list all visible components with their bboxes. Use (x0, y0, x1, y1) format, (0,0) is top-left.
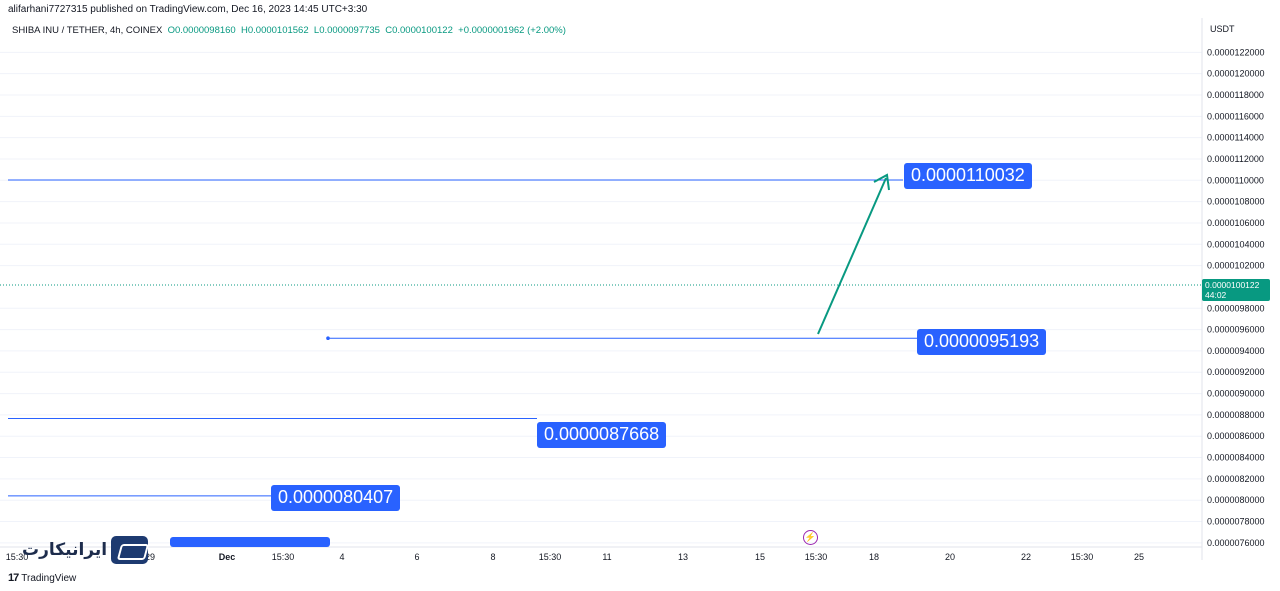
y-axis: 0.0000122000 0.0000120000 0.0000118000 0.00… (1207, 47, 1265, 548)
brand-name: TradingView (21, 572, 77, 584)
chart-grid (0, 51, 1202, 544)
last-price-value: 0.0000100122 (1205, 280, 1260, 290)
y-tick-label: 0.0000104000 (1207, 239, 1265, 249)
x-tick-label: 6 (414, 552, 419, 562)
watermark-text: ایرانیکارت (22, 540, 108, 560)
y-tick-label: 0.0000118000 (1207, 90, 1264, 100)
y-tick-label: 0.0000120000 (1207, 69, 1265, 79)
y-tick-label: 0.0000094000 (1207, 346, 1265, 356)
y-tick-label: 0.0000098000 (1207, 303, 1265, 313)
callout-partial[interactable] (170, 537, 330, 547)
x-tick-label: 18 (869, 552, 879, 562)
x-tick-label: 11 (602, 552, 611, 562)
y-tick-label: 0.0000090000 (1207, 389, 1265, 399)
callout-0000080407[interactable]: 0.0000080407 (271, 485, 401, 511)
y-tick-label: 0.0000110000 (1207, 175, 1264, 185)
y-tick-label: 0.0000102000 (1207, 261, 1265, 271)
close-value: C0.0000100122 (385, 25, 453, 36)
y-tick-label: 0.0000078000 (1207, 517, 1265, 527)
footer-brand[interactable]: 17 TradingView (8, 572, 76, 584)
x-tick-label: 15:30 (805, 552, 828, 562)
y-tick-label: 0.0000096000 (1207, 325, 1265, 335)
x-tick-label: 13 (678, 552, 688, 562)
horizontal-lines-group (8, 179, 917, 497)
y-tick-label: 0.0000082000 (1207, 474, 1265, 484)
x-tick-label: 4 (339, 552, 344, 562)
x-tick-label: Dec (219, 552, 236, 562)
x-tick-label: 22 (1021, 552, 1031, 562)
ohlc-legend: SHIBA INU / TETHER, 4h, COINEX O0.000009… (12, 25, 566, 36)
callout-0000095193[interactable]: 0.0000095193 (917, 329, 1047, 355)
x-tick-label: 20 (945, 552, 955, 562)
axis-currency-label[interactable]: USDT (1210, 24, 1235, 34)
open-value: O0.0000098160 (167, 25, 236, 36)
y-tick-label: 0.0000088000 (1207, 410, 1265, 420)
y-tick-label: 0.0000116000 (1207, 111, 1264, 121)
high-value: H0.0000101562 (241, 25, 309, 36)
tradingview-logo-icon: 17 (8, 572, 19, 584)
y-tick-label: 0.0000106000 (1207, 218, 1265, 228)
y-tick-label: 0.0000122000 (1207, 47, 1265, 57)
projection-arrow (817, 173, 890, 335)
callout-0000110032[interactable]: 0.0000110032 (904, 163, 1032, 189)
y-tick-label: 0.0000084000 (1207, 453, 1265, 463)
watermark-logo-icon (111, 536, 148, 564)
y-tick-label: 0.0000112000 (1207, 154, 1264, 164)
x-tick-label: 15 (755, 552, 765, 562)
publisher-line: alifarhani7727315 published on TradingVi… (8, 4, 368, 15)
y-tick-label: 0.0000114000 (1207, 133, 1264, 143)
x-tick-label: 15:30 (539, 552, 562, 562)
callout-0000087668[interactable]: 0.0000087668 (537, 422, 667, 448)
change-value: +0.0000001962 (+2.00%) (458, 25, 566, 36)
x-tick-label: 29 (145, 552, 155, 562)
y-tick-label: 0.0000108000 (1207, 197, 1265, 207)
y-tick-label: 0.0000086000 (1207, 431, 1265, 441)
x-tick-label: 25 (1134, 552, 1144, 562)
y-tick-label: 0.0000080000 (1207, 495, 1265, 505)
low-value: L0.0000097735 (313, 25, 380, 36)
lightning-icon[interactable]: ⚡ (803, 530, 818, 545)
x-tick-label: 8 (490, 552, 495, 562)
symbol-label[interactable]: SHIBA INU / TETHER, 4h, COINEX (12, 25, 163, 36)
x-tick-label: 15:30 (1071, 552, 1094, 562)
watermark: ایرانیکارت (22, 535, 148, 565)
line-anchor-dot (326, 336, 330, 340)
bar-countdown: 44:02 (1205, 290, 1227, 300)
x-tick-label: 15:30 (272, 552, 295, 562)
x-axis: 15:30 29 Dec 15:30 4 6 8 15:30 11 13 15 15:30 18 20 22… (6, 552, 1144, 562)
y-tick-label: 0.0000092000 (1207, 367, 1265, 377)
y-tick-label: 0.0000076000 (1207, 538, 1265, 548)
last-price-badge: 0.0000100122 44:02 (1202, 279, 1270, 301)
x-tick-label: 15:30 (6, 552, 29, 562)
